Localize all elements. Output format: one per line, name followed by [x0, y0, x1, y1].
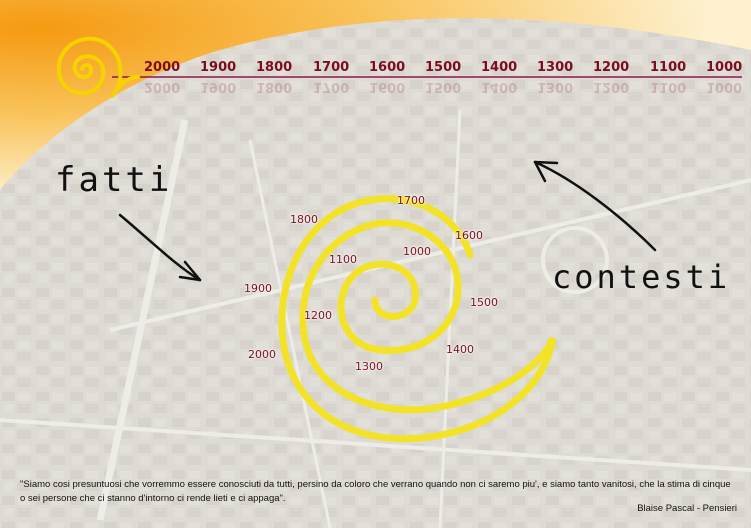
timeline-year: 2000 [144, 60, 181, 75]
spiral-year-label: 2000 [248, 348, 276, 361]
handwritten-contesti: contesti [552, 258, 731, 296]
timeline-year: 1500 [425, 60, 462, 75]
timeline-year: 1300 [537, 60, 574, 75]
timeline-year: 1700 [313, 60, 350, 75]
arrow-fatti [118, 213, 202, 282]
timeline-year: 1000 [706, 60, 743, 75]
timeline-year-reflection: 1500 [425, 79, 462, 94]
timeline-year: 1200 [593, 60, 630, 75]
spiral-year-label: 1600 [455, 229, 483, 242]
spiral-logo-icon [56, 36, 140, 98]
timeline-year: 1600 [369, 60, 406, 75]
timeline-year: 1800 [256, 60, 293, 75]
timeline-year-reflection: 2000 [144, 79, 181, 94]
spiral-year-label: 1300 [355, 360, 383, 373]
timeline-year-reflection: 1100 [650, 79, 687, 94]
timeline-year-reflection: 1000 [706, 79, 743, 94]
spiral-year-label: 1400 [446, 343, 474, 356]
timeline-year-reflection: 1700 [313, 79, 350, 94]
quote-attribution: Blaise Pascal - Pensieri [637, 503, 737, 514]
timeline-year-reflection: 1900 [200, 79, 237, 94]
map-roads [0, 109, 751, 528]
timeline-year: 1100 [650, 60, 687, 75]
arrow-contesti [533, 160, 657, 252]
spiral-year-label: 1500 [470, 296, 498, 309]
orange-banner [0, 0, 751, 190]
handwritten-fatti: fatti [55, 160, 173, 200]
spiral-year-label: 1800 [290, 213, 318, 226]
timeline-year-reflection: 1400 [481, 79, 518, 94]
spiral-year-label: 1700 [397, 194, 425, 207]
year-spiral [278, 195, 557, 443]
spiral-year-label: 1100 [329, 253, 357, 266]
spiral-year-label: 1900 [244, 282, 272, 295]
timeline-year-reflection: 1800 [256, 79, 293, 94]
timeline-year: 1400 [481, 60, 518, 75]
timeline-year: 1900 [200, 60, 237, 75]
spiral-year-label: 1200 [304, 309, 332, 322]
pascal-quote: "Siamo cosi presuntuosi che vorremmo ess… [20, 479, 731, 504]
timeline-year-reflection: 1200 [593, 79, 630, 94]
timeline-year-reflection: 1300 [537, 79, 574, 94]
timeline-year-reflection: 1600 [369, 79, 406, 94]
spiral-year-label: 1000 [403, 245, 431, 258]
